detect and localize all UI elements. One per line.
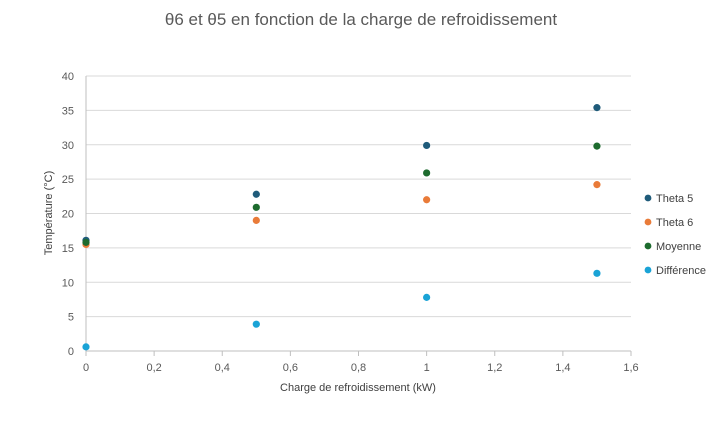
x-tick-label: 1,4 (555, 362, 570, 374)
legend: Theta 5 Theta 6 Moyenne Différence (644, 193, 706, 277)
point-moyenne-1 (252, 203, 260, 211)
x-tick-label: 0 (83, 362, 89, 374)
point-moyenne-2 (423, 169, 431, 177)
legend-label: Theta 5 (656, 193, 693, 205)
legend-marker (644, 242, 652, 250)
y-tick-labels: 0 5 10 15 20 25 30 35 40 (62, 71, 74, 358)
x-tick-labels: 0 0,2 0,4 0,6 0,8 1 1,2 1,4 1,6 (83, 362, 639, 374)
x-tick-label: 1,2 (487, 362, 502, 374)
point-theta-6-1 (252, 216, 260, 224)
x-axis-title: Charge de refroidissement (kW) (280, 382, 436, 394)
x-tick-label: 1 (424, 362, 430, 374)
x-tick-label: 0,4 (215, 362, 230, 374)
legend-label: Moyenne (656, 241, 701, 253)
y-tick-label: 25 (62, 174, 74, 186)
point-theta-6-3 (593, 181, 601, 189)
point-diff-rence-0 (82, 343, 90, 351)
point-diff-rence-2 (423, 293, 431, 301)
data-points (82, 104, 601, 351)
point-diff-rence-1 (252, 320, 260, 328)
point-theta-5-3 (593, 104, 601, 112)
y-tick-label: 15 (62, 243, 74, 255)
legend-marker (644, 218, 652, 226)
y-tick-label: 30 (62, 140, 74, 152)
point-theta-5-1 (252, 190, 260, 198)
y-tick-label: 35 (62, 105, 74, 117)
y-tick-label: 10 (62, 277, 74, 289)
y-tick-label: 20 (62, 209, 74, 221)
gridlines (86, 75, 631, 318)
chart-title: θ6 et θ5 en fonction de la charge de ref… (165, 10, 557, 29)
point-moyenne-0 (82, 238, 90, 246)
x-tick-label: 1,6 (623, 362, 638, 374)
legend-marker (644, 194, 652, 202)
x-tick-label: 0,6 (283, 362, 298, 374)
legend-label: Différence (656, 265, 706, 277)
y-tick-label: 5 (68, 312, 74, 324)
legend-marker (644, 266, 652, 274)
point-diff-rence-3 (593, 269, 601, 277)
y-tick-label: 0 (68, 346, 74, 358)
x-tick-label: 0,2 (146, 362, 161, 374)
point-theta-6-2 (423, 196, 431, 204)
y-tick-label: 40 (62, 71, 74, 83)
point-theta-5-2 (423, 141, 431, 150)
axes (85, 76, 632, 356)
legend-label: Theta 6 (656, 217, 693, 229)
point-moyenne-3 (593, 142, 601, 150)
x-tick-label: 0,8 (351, 362, 366, 374)
y-axis-title: Température (°C) (43, 171, 55, 255)
